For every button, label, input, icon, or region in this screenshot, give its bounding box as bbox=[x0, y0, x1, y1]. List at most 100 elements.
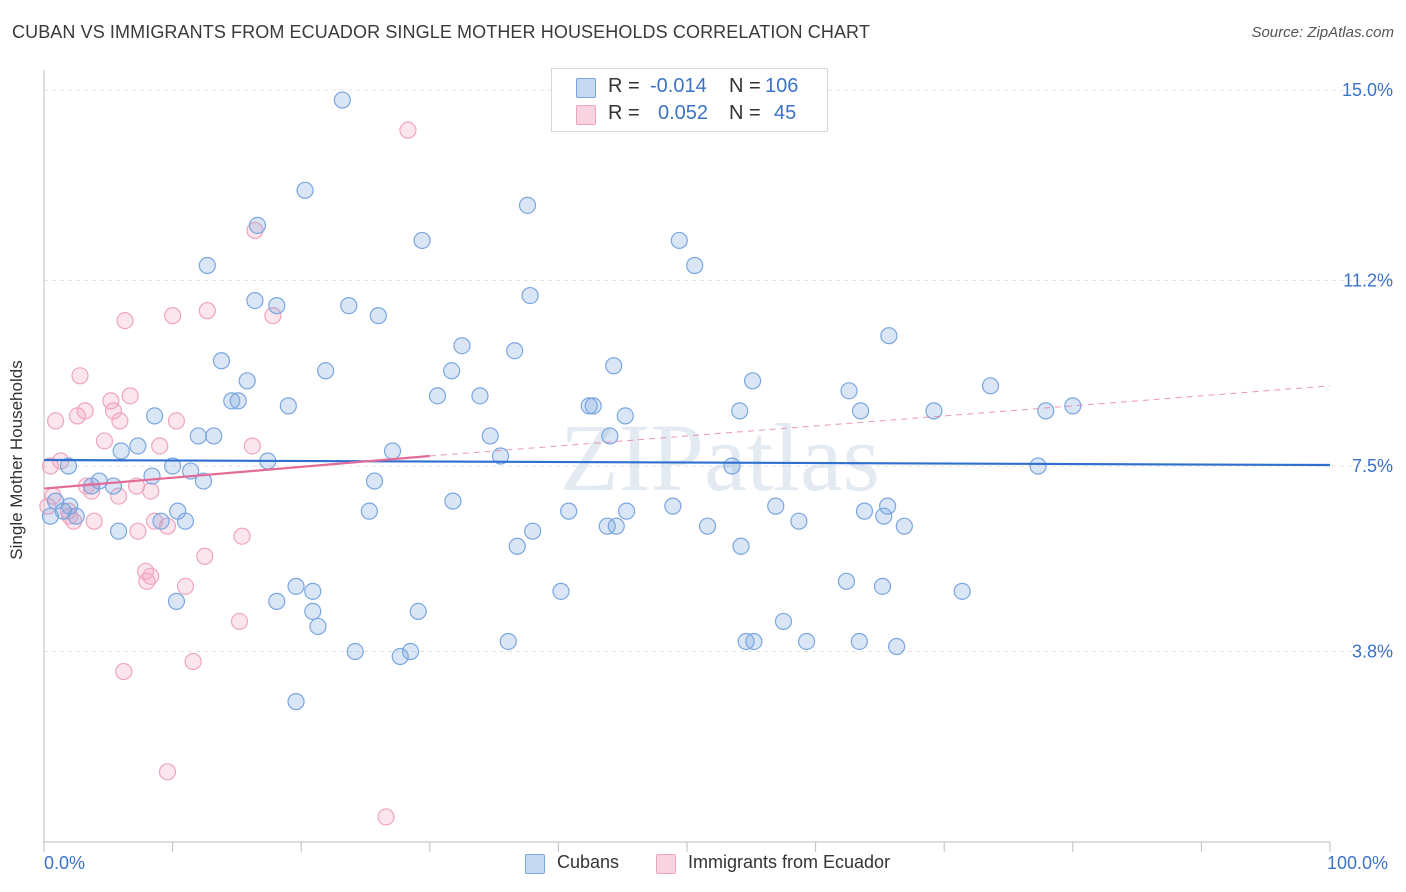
cubans-point bbox=[176, 512, 195, 530]
cubans-point bbox=[212, 352, 231, 370]
immigrants-point bbox=[243, 437, 261, 455]
immigrants-point bbox=[121, 387, 139, 405]
cubans-point bbox=[296, 181, 314, 199]
n-label: N = bbox=[729, 102, 761, 124]
y-tick-label: 7.5% bbox=[1352, 456, 1393, 476]
cubans-point bbox=[698, 517, 717, 535]
cubans-point bbox=[104, 477, 123, 495]
cubans-point bbox=[499, 632, 517, 651]
cubans-point bbox=[521, 286, 539, 305]
immigrants-point bbox=[399, 121, 417, 139]
immigrants-point bbox=[85, 512, 103, 530]
cubans-point bbox=[686, 256, 704, 275]
cubans-point bbox=[61, 497, 79, 515]
cubans-point bbox=[888, 637, 906, 656]
cubans-point bbox=[401, 642, 420, 661]
immigrants-point bbox=[129, 522, 147, 540]
y-axis-label: Single Mother Households bbox=[7, 360, 26, 560]
cubans-point bbox=[59, 457, 78, 475]
cubans-point bbox=[850, 632, 868, 651]
source-label: Source: ZipAtlas.com bbox=[1251, 24, 1394, 41]
y-tick-labels: 3.8% 7.5% 11.2% 15.0% bbox=[1342, 80, 1393, 661]
cubans-point bbox=[309, 617, 327, 636]
immigrants-point bbox=[184, 652, 202, 671]
cubans-point bbox=[1037, 402, 1055, 420]
cubans-point bbox=[246, 291, 264, 310]
cubans-point bbox=[491, 447, 510, 465]
cubans-point bbox=[508, 537, 526, 555]
immigrants-point bbox=[111, 412, 129, 430]
cubans-point bbox=[664, 497, 682, 515]
cubans-point bbox=[268, 592, 286, 610]
r-value: 0.052 bbox=[658, 102, 709, 124]
immigrants-point bbox=[167, 412, 186, 430]
cubans-point bbox=[238, 372, 256, 390]
cubans-point bbox=[383, 442, 402, 460]
cubans-point bbox=[670, 231, 688, 250]
cubans-point bbox=[346, 642, 364, 661]
immigrants-point bbox=[246, 221, 264, 240]
legend-swatch-cubans bbox=[525, 854, 545, 874]
cubans-point bbox=[601, 427, 619, 445]
cubans-point bbox=[317, 362, 335, 380]
immigrants-trend-extension bbox=[429, 385, 1331, 457]
cubans-point bbox=[248, 216, 267, 235]
cubans-point bbox=[1029, 457, 1047, 475]
cubans-point bbox=[873, 577, 892, 595]
cubans-point bbox=[365, 472, 384, 490]
cubans-point bbox=[560, 502, 578, 520]
cubans-point bbox=[279, 397, 297, 415]
cubans-point bbox=[524, 522, 542, 540]
r-value: -0.014 bbox=[650, 75, 707, 97]
immigrants-point bbox=[158, 763, 177, 781]
immigrants-point bbox=[151, 437, 169, 455]
immigrants-point bbox=[198, 302, 216, 320]
y-tick-label: 11.2% bbox=[1343, 271, 1393, 291]
r-label: R = bbox=[608, 75, 640, 97]
legend-swatch-immigrants bbox=[576, 105, 596, 125]
gridlines bbox=[44, 89, 1394, 653]
cubans-point bbox=[268, 297, 286, 315]
cubans-point bbox=[145, 407, 164, 425]
immigrants-point bbox=[116, 312, 134, 330]
stats-legend: R = -0.014 N = 106 R = 0.052 N = 45 bbox=[551, 68, 828, 132]
cubans-point bbox=[333, 91, 351, 109]
cubans-point bbox=[616, 407, 634, 425]
cubans-point bbox=[304, 602, 322, 621]
cubans-point bbox=[444, 492, 462, 510]
cubans-point bbox=[1064, 397, 1082, 415]
immigrants-point bbox=[104, 402, 123, 420]
cubans-point bbox=[605, 357, 623, 375]
immigrants-point bbox=[196, 547, 214, 565]
immigrants-point bbox=[71, 367, 89, 385]
cubans-trend-line bbox=[43, 458, 1331, 467]
cubans-point bbox=[287, 693, 305, 711]
cubans-point bbox=[731, 402, 749, 420]
cubans-point bbox=[287, 577, 305, 595]
cubans-point bbox=[109, 522, 128, 540]
cubans-point bbox=[925, 402, 943, 420]
cubans-point bbox=[360, 502, 378, 520]
cubans-point bbox=[852, 402, 870, 420]
cubans-point bbox=[981, 377, 1000, 395]
cubans-point bbox=[67, 507, 85, 525]
immigrants-point bbox=[68, 407, 87, 425]
cubans-point bbox=[837, 572, 856, 590]
immigrants-point bbox=[142, 482, 160, 500]
cubans-point bbox=[41, 507, 60, 525]
cubans-point bbox=[953, 582, 971, 600]
immigrants-point bbox=[164, 307, 182, 325]
cubans-point bbox=[152, 512, 170, 530]
cubans-point bbox=[194, 472, 213, 490]
immigrants-point bbox=[233, 527, 251, 545]
cubans-point bbox=[879, 497, 897, 515]
legend-swatch-immigrants bbox=[656, 854, 676, 874]
trend-lines bbox=[43, 385, 1331, 490]
series-immigrants-points bbox=[39, 121, 417, 826]
cubans-point bbox=[471, 387, 489, 405]
cubans-point bbox=[167, 592, 186, 610]
cubans-point bbox=[617, 502, 636, 520]
immigrants-point bbox=[264, 307, 282, 325]
immigrants-trend-line bbox=[43, 454, 430, 490]
immigrants-point bbox=[41, 457, 60, 475]
